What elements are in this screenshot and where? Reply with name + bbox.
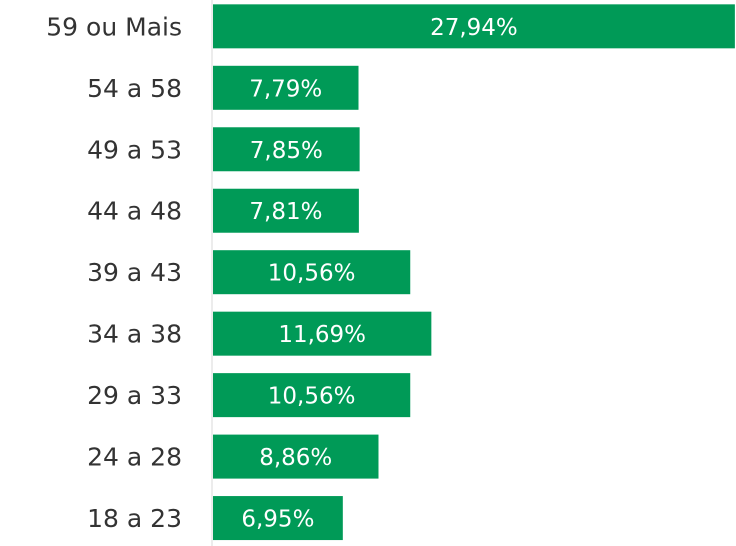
bar bbox=[213, 496, 343, 541]
bar bbox=[213, 127, 360, 172]
bar bbox=[213, 373, 411, 418]
category-label: 49 a 53 bbox=[87, 135, 182, 164]
bar bbox=[213, 311, 432, 356]
value-label: 10,56% bbox=[268, 261, 356, 287]
value-label: 11,69% bbox=[278, 322, 366, 348]
category-label: 39 a 43 bbox=[87, 258, 182, 287]
category-label: 54 a 58 bbox=[87, 74, 182, 103]
value-label: 7,79% bbox=[249, 76, 322, 102]
bar bbox=[213, 65, 359, 110]
bar bbox=[213, 250, 411, 295]
value-label: 8,86% bbox=[259, 445, 332, 471]
bar bbox=[213, 434, 379, 479]
value-label: 7,81% bbox=[249, 199, 322, 225]
value-label: 7,85% bbox=[250, 138, 323, 164]
bar bbox=[213, 4, 735, 49]
bar bbox=[213, 188, 359, 233]
category-label: 18 a 23 bbox=[87, 504, 182, 533]
category-label: 59 ou Mais bbox=[46, 12, 182, 41]
category-label: 34 a 38 bbox=[87, 320, 182, 349]
value-label: 6,95% bbox=[241, 507, 314, 533]
value-label: 27,94% bbox=[430, 15, 518, 41]
category-label: 44 a 48 bbox=[87, 197, 182, 226]
value-label: 10,56% bbox=[268, 384, 356, 410]
category-label: 29 a 33 bbox=[87, 381, 182, 410]
category-label: 24 a 28 bbox=[87, 443, 182, 472]
